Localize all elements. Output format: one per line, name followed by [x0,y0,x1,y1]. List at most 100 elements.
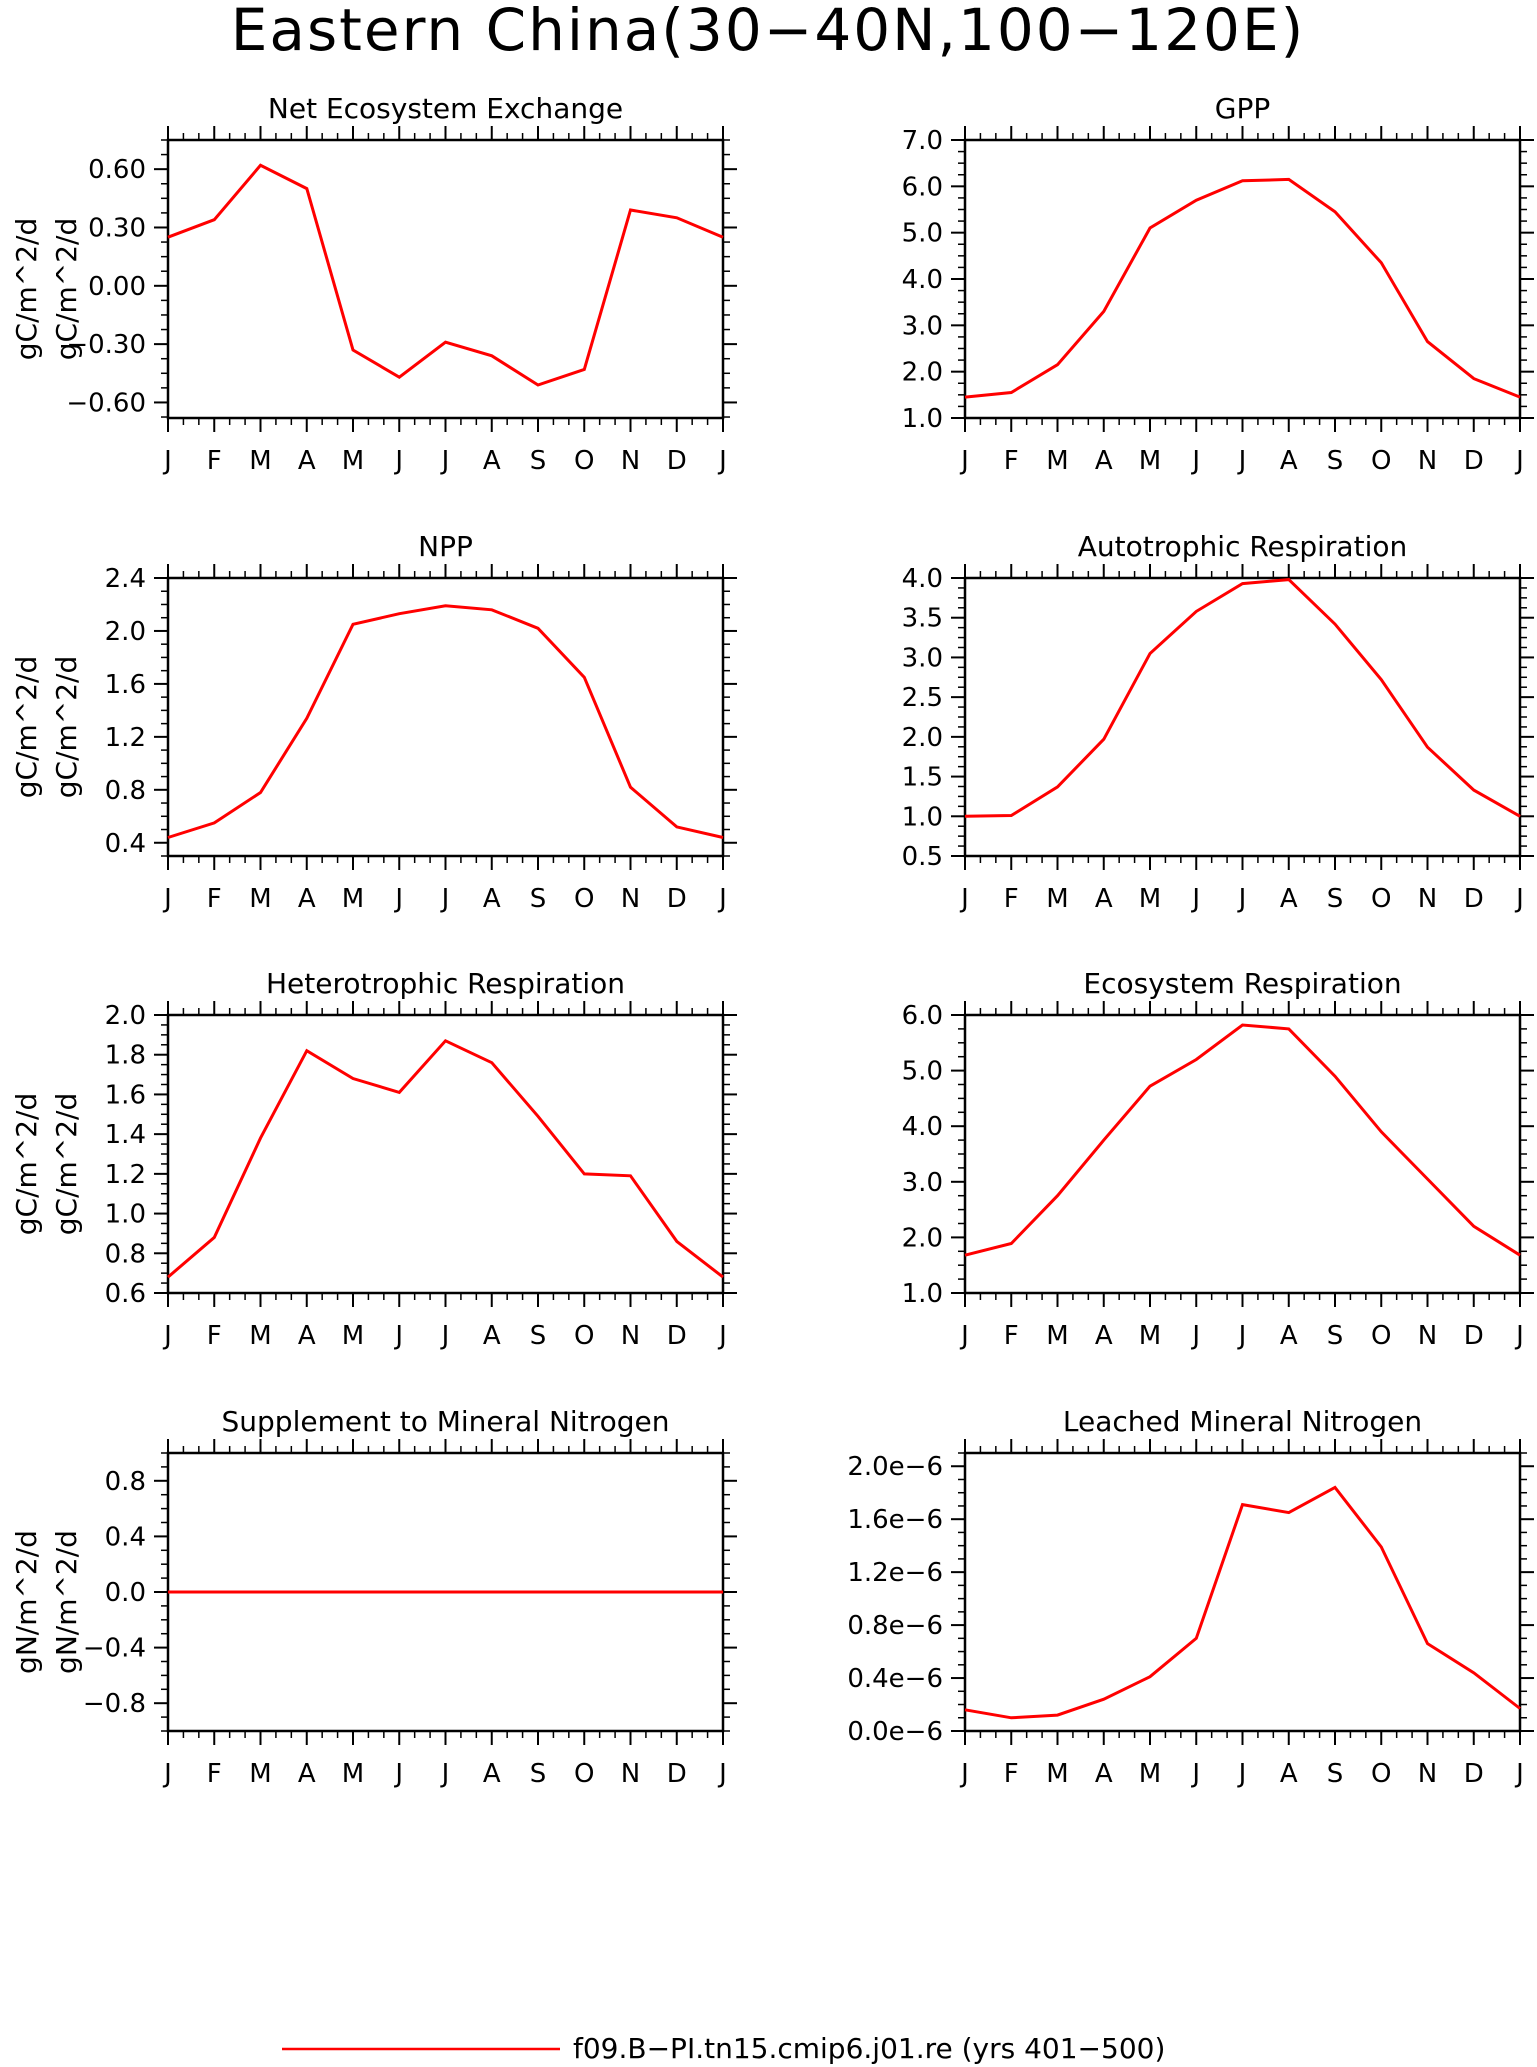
x-tick-label: S [530,884,547,914]
x-tick-label: M [342,1321,364,1351]
y-tick-label: 0.8 [105,776,146,806]
x-tick-label: J [162,1321,172,1351]
x-tick-label: J [1237,884,1247,914]
x-tick-label: M [1139,884,1161,914]
x-tick-label: O [574,1759,594,1789]
plot-frame [166,576,725,858]
series-line [964,1485,1521,1720]
y-tick-label: 0.4 [105,1522,146,1552]
y-tick-label: 5.0 [902,219,943,249]
x-tick-label: O [1371,884,1391,914]
x-tick-label: N [1418,884,1437,914]
x-tick-label: J [393,884,403,914]
y-tick-label: 1.0 [902,404,943,434]
x-tick-label: J [1514,1321,1524,1351]
x-tick-label: S [530,1321,547,1351]
x-tick-label: D [667,884,687,914]
plot-frame [166,138,725,420]
y-axis-label: gC/m^2/d [50,1093,83,1236]
x-tick-label: J [1237,1759,1247,1789]
x-tick-label: J [1190,1321,1200,1351]
plot-title: NPP [418,530,473,563]
x-tick-label: A [483,1321,501,1351]
series-line [964,578,1521,818]
plot-frame [166,1013,725,1295]
y-tick-label: 2.0 [105,617,146,647]
x-tick-label: F [1004,446,1019,476]
y-tick-label: 3.0 [902,311,943,341]
legend: f09.B−PI.tn15.cmip6.j01.re (yrs 401−500) [282,2032,1165,2065]
x-tick-label: J [717,884,727,914]
y-tick-label: 5.0 [902,1057,943,1087]
x-tick-label: N [621,884,640,914]
y-tick-label: 6.0 [902,1001,943,1031]
y-tick-label: 0.0e−6 [847,1717,943,1747]
x-tick-label: F [207,1321,222,1351]
plot-title: Autotrophic Respiration [1078,530,1407,563]
y-tick-label: 2.0 [902,1223,943,1253]
x-tick-label: J [440,1321,450,1351]
x-tick-label: D [1464,1321,1484,1351]
y-tick-label: 1.2 [105,1160,146,1190]
x-tick-label: A [1095,1321,1113,1351]
series-line [167,1038,724,1279]
x-tick-label: A [298,1759,316,1789]
y-tick-label: 3.0 [902,1168,943,1198]
x-tick-label: F [1004,1321,1019,1351]
x-tick-label: M [249,1759,271,1789]
x-tick-label: J [1237,1321,1247,1351]
x-tick-label: O [1371,1321,1391,1351]
x-tick-label: J [440,1759,450,1789]
x-tick-label: A [1095,446,1113,476]
x-tick-label: D [667,1321,687,1351]
y-tick-label: 2.5 [902,683,943,713]
x-tick-label: A [1280,1321,1298,1351]
x-tick-label: M [249,884,271,914]
y-axis-label: gN/m^2/d [50,1530,83,1674]
y-tick-label: 2.0 [902,723,943,753]
y-axis-label: gN/m^2/d [10,1530,43,1674]
y-tick-label: 1.0 [902,1279,943,1309]
x-tick-label: F [207,884,222,914]
x-tick-label: M [1046,446,1068,476]
x-tick-label: D [1464,1759,1484,1789]
y-tick-label: 1.0 [902,802,943,832]
y-axis-label: gC/m^2/d [50,218,83,361]
y-tick-label: 0.6 [105,1279,146,1309]
x-tick-label: A [298,1321,316,1351]
y-axis-label: gC/m^2/d [10,1093,43,1236]
y-tick-label: 3.0 [902,643,943,673]
x-tick-label: M [1139,1321,1161,1351]
x-tick-label: N [1418,1321,1437,1351]
x-tick-label: A [483,1759,501,1789]
y-tick-label: −0.30 [66,330,146,360]
plot-title: Net Ecosystem Exchange [268,92,623,125]
x-tick-label: J [162,884,172,914]
x-tick-label: J [959,1321,969,1351]
x-tick-label: A [298,884,316,914]
plot-title: Supplement to Mineral Nitrogen [222,1405,670,1438]
x-tick-label: J [1514,446,1524,476]
x-tick-label: S [1327,1759,1344,1789]
x-tick-label: D [1464,884,1484,914]
plot-title: Ecosystem Respiration [1083,967,1401,1000]
x-tick-label: O [574,1321,594,1351]
x-tick-label: J [717,1321,727,1351]
y-axis-label: gC/m^2/d [50,656,83,799]
x-tick-label: S [1327,1321,1344,1351]
y-tick-label: 1.2e−6 [847,1558,943,1588]
legend-label: f09.B−PI.tn15.cmip6.j01.re (yrs 401−500) [573,2032,1165,2065]
y-tick-label: 0.4 [105,829,146,859]
x-tick-label: J [440,884,450,914]
y-tick-label: 0.8 [105,1239,146,1269]
x-tick-label: A [1280,884,1298,914]
y-tick-label: 1.6 [105,1080,146,1110]
y-tick-label: 3.5 [902,604,943,634]
y-tick-label: 4.0 [902,1112,943,1142]
